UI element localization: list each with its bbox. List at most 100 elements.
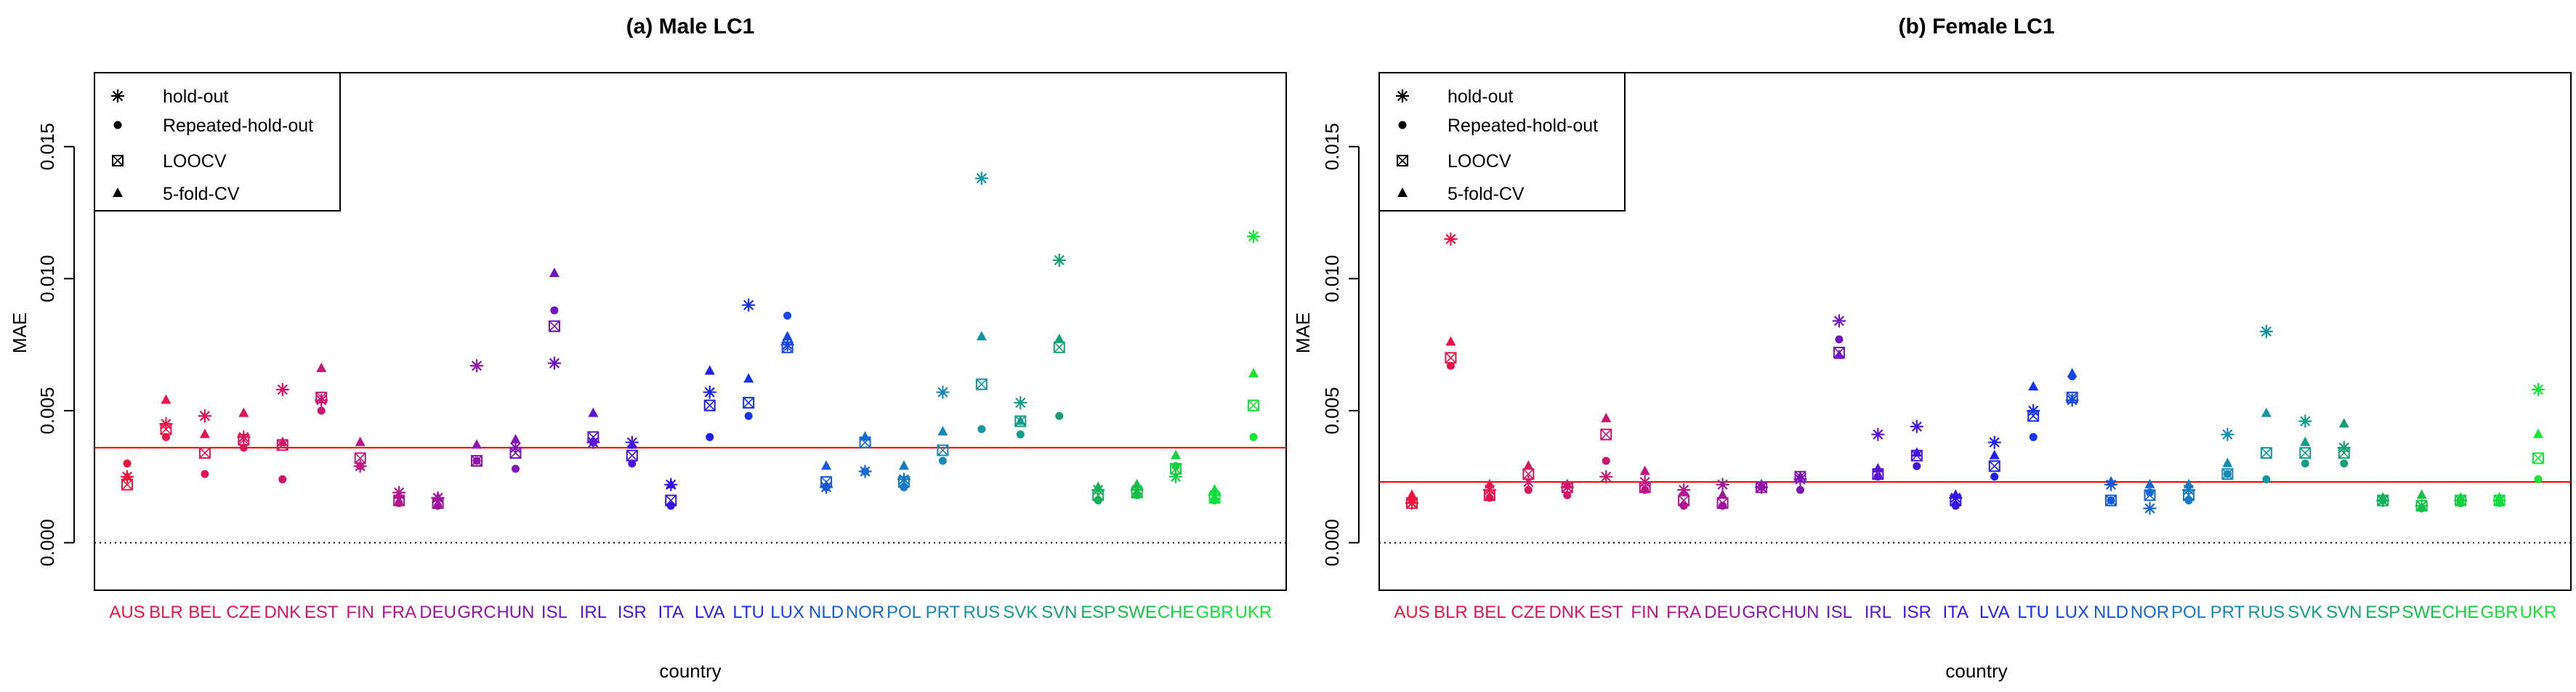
data-point-asterisk — [703, 385, 716, 399]
y-axis-title: MAE — [1292, 313, 1314, 353]
x-tick-label: DNK — [264, 603, 301, 622]
legend-label: 5-fold-CV — [1448, 184, 1525, 204]
data-point-triangle — [1989, 449, 2000, 459]
data-point-box — [1445, 352, 1457, 364]
data-point-box — [2260, 447, 2272, 459]
legend: hold-out Repeated-hold-out LOOCV 5-fold-… — [94, 72, 341, 212]
x-tick-label: BLR — [149, 603, 183, 622]
x-tick-label: ISR — [618, 603, 647, 622]
legend-marker-shape — [113, 188, 123, 197]
data-point-box — [937, 444, 949, 456]
y-tick-label: 0.015 — [36, 123, 58, 170]
x-tick-label: IRL — [1865, 603, 1891, 622]
data-point-box — [238, 433, 250, 446]
data-point-triangle — [898, 460, 909, 470]
data-point-circle — [977, 425, 986, 433]
data-point-triangle — [860, 431, 871, 441]
data-point-circle — [201, 470, 209, 478]
data-point-circle — [356, 462, 365, 470]
data-point-box — [2338, 447, 2350, 459]
x-tick-label: ISR — [1902, 603, 1931, 622]
series-loocv — [121, 320, 1259, 510]
legend-marker-shape — [1396, 89, 1409, 102]
x-tick-label: SVN — [2326, 603, 2362, 622]
y-tick-label: 0.015 — [1321, 123, 1343, 170]
legend-label: Repeated-hold-out — [1448, 116, 1598, 136]
data-point-box — [2182, 489, 2195, 502]
data-point-circle — [1249, 432, 1258, 441]
y-tick-label: 0.000 — [36, 519, 58, 566]
data-point-triangle — [161, 394, 171, 404]
data-point-circle — [239, 443, 248, 452]
series-repeated-hold-out — [123, 306, 1258, 510]
plot-frame — [94, 72, 1287, 591]
legend-entry-5-fold-cv: 5-fold-CV — [113, 184, 240, 204]
x-tick-label: NLD — [809, 603, 844, 622]
data-point-triangle — [626, 439, 637, 449]
x-tick-label: GBR — [1196, 603, 1234, 622]
data-point-circle — [1602, 456, 1610, 465]
x-tick-label: CZE — [226, 603, 261, 622]
x-tick-label: DNK — [1549, 603, 1586, 622]
data-point-circle — [2340, 459, 2349, 468]
data-point-asterisk — [470, 359, 484, 373]
legend-marker-circle-icon — [113, 121, 122, 129]
data-point-circle — [1835, 335, 1844, 344]
legend-marker-triangle-icon — [1397, 188, 1408, 197]
x-tick-label: FIN — [346, 603, 374, 622]
data-point-asterisk — [2143, 502, 2157, 515]
data-point-triangle — [1484, 478, 1495, 488]
data-point-circle — [1446, 361, 1455, 370]
data-point-box — [2027, 410, 2040, 422]
data-point-triangle — [355, 436, 366, 446]
chart-panel-male-lc1: (a) Male LC1 country MAE 0.000 0.005 0.010… — [9, 15, 1287, 682]
data-point-box — [897, 476, 910, 488]
data-point-circle — [938, 456, 947, 465]
data-point-circle — [2029, 432, 2038, 441]
data-point-triangle — [937, 426, 948, 436]
legend: hold-out Repeated-hold-out LOOCV 5-fold-… — [1378, 72, 1626, 212]
data-point-box — [820, 476, 833, 488]
series-5-fold-cv — [1407, 336, 2543, 502]
data-point-circle — [783, 311, 792, 320]
data-point-circle — [1913, 462, 1921, 470]
y-tick-label: 0.005 — [36, 387, 58, 434]
data-point-circle — [2534, 475, 2543, 483]
data-point-box — [198, 447, 211, 459]
data-point-circle — [123, 459, 132, 468]
y-tick-label: 0.010 — [1321, 255, 1343, 302]
data-point-asterisk — [742, 298, 756, 312]
data-point-triangle — [704, 365, 715, 375]
data-point-circle — [511, 464, 520, 473]
series-hold-out — [121, 172, 1260, 504]
x-tick-label: IRL — [580, 603, 607, 622]
data-point-triangle — [1950, 489, 1961, 499]
x-tick-label: PRT — [2210, 603, 2245, 622]
data-point-triangle — [588, 407, 599, 417]
series-hold-out — [1405, 232, 2545, 515]
data-point-triangle — [432, 491, 443, 502]
data-point-triangle — [1209, 483, 1220, 494]
data-point-triangle — [549, 267, 560, 278]
data-point-circle — [2262, 475, 2271, 483]
data-point-box — [160, 423, 172, 435]
legend-label: LOOCV — [1448, 151, 1511, 172]
data-point-box — [1716, 497, 1729, 510]
data-point-triangle — [1131, 478, 1142, 488]
x-tick-label: LTU — [2017, 603, 2049, 622]
x-tick-label: ISL — [541, 603, 568, 622]
data-point-triangle — [782, 331, 793, 341]
x-tick-label: POL — [887, 603, 921, 622]
x-tick-label: FRA — [1666, 603, 1701, 622]
data-point-box — [509, 447, 522, 459]
x-tick-label: GRC — [457, 603, 496, 622]
data-point-triangle — [2338, 418, 2349, 428]
data-point-circle — [1016, 430, 1025, 439]
x-tick-label: NLD — [2093, 603, 2128, 622]
x-tick-label: NOR — [2131, 603, 2169, 622]
legend-marker-circle-icon — [1398, 121, 1407, 129]
data-point-box — [781, 341, 794, 353]
data-point-box — [1483, 489, 1495, 502]
data-point-triangle — [1407, 489, 1417, 499]
data-point-box — [1639, 481, 1651, 494]
